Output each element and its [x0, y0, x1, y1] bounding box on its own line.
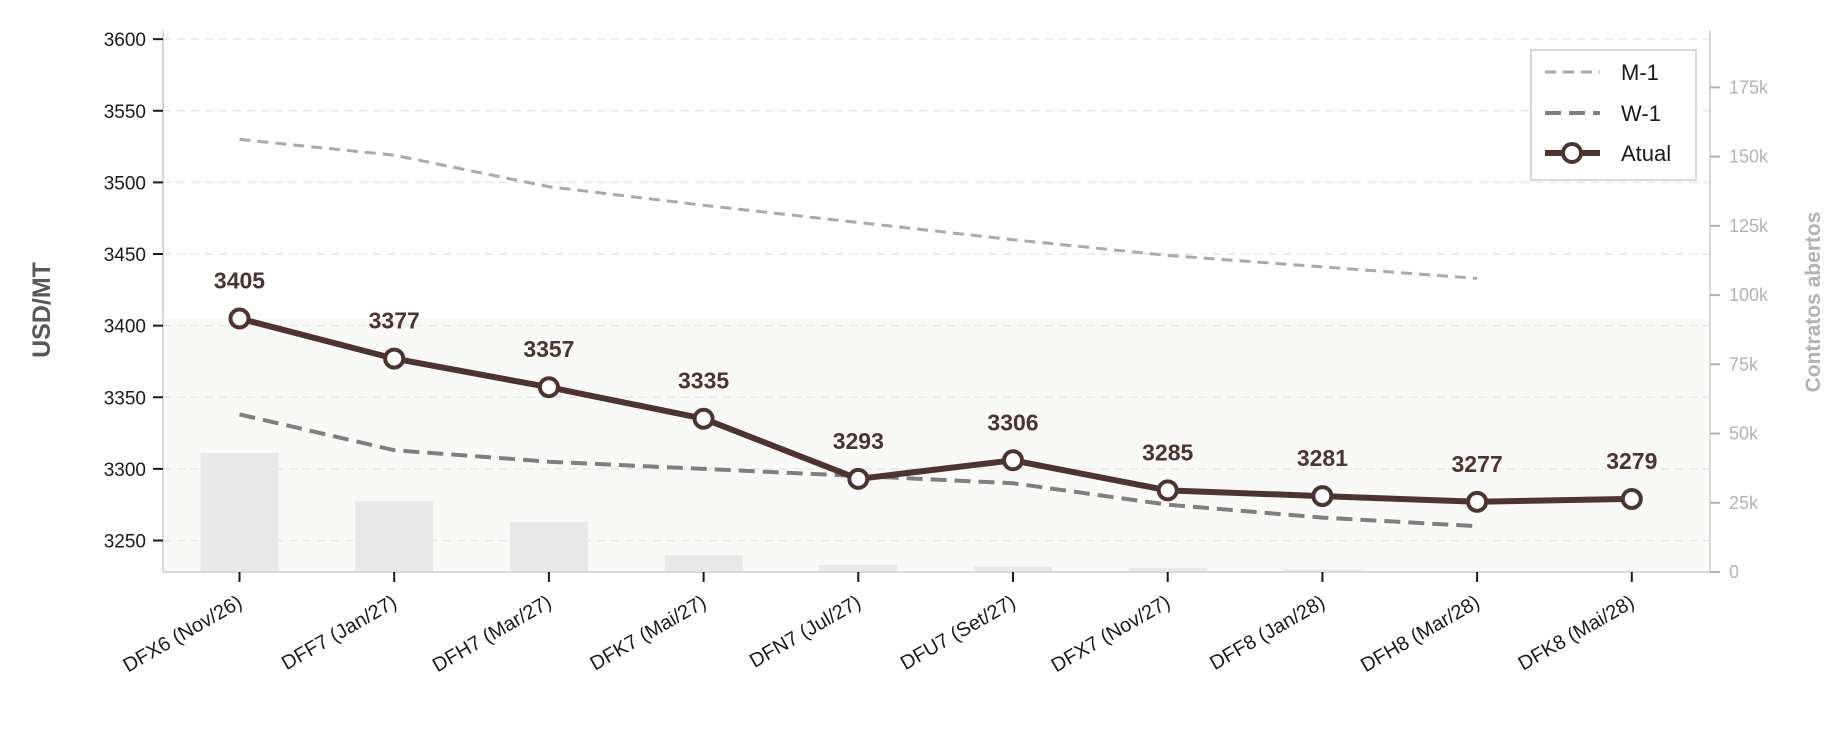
y-tick-label-right: 50k: [1729, 424, 1759, 444]
data-label-atual: 3405: [214, 267, 265, 293]
y-tick-label-right: 150k: [1729, 147, 1769, 167]
legend-label-w1: W-1: [1621, 101, 1661, 126]
y-axis-title-right: Contratos abertos: [1802, 212, 1825, 393]
data-label-atual: 3293: [833, 428, 884, 454]
open-interest-bars: [200, 452, 1362, 572]
data-labels: 3405 3377 3357 3335 3293 3306 3285 3281 3277 3279: [214, 267, 1657, 476]
y-tick-label-left: 3600: [104, 30, 146, 51]
data-label-atual: 3357: [523, 336, 574, 362]
data-label-atual: 3285: [1142, 439, 1193, 465]
gridlines: [163, 38, 1710, 542]
y-tick-label-left: 3250: [104, 531, 146, 552]
data-label-atual: 3277: [1452, 451, 1503, 477]
data-point-atual: [847, 467, 870, 490]
y-tick-label-left: 3350: [104, 388, 146, 409]
y-tick-label-left: 3500: [104, 173, 146, 194]
data-point-atual: [1311, 485, 1334, 508]
series-lines: [236, 137, 1635, 529]
y-tick-label-right: 75k: [1729, 354, 1759, 374]
open-interest-bar: [664, 555, 743, 572]
series-line-w-1: [239, 412, 1478, 529]
series-line-atual: [236, 315, 1635, 505]
data-label-atual: 3279: [1606, 448, 1657, 474]
series-line-m-1: [239, 137, 1478, 280]
y-axis-title-left: USD/MT: [28, 262, 56, 358]
open-interest-bar: [509, 522, 588, 572]
data-point-atual: [1002, 449, 1024, 472]
data-label-atual: 3281: [1297, 445, 1348, 471]
y-tick-label-right: 125k: [1729, 216, 1769, 236]
y-tick-label-right: 0: [1729, 562, 1739, 582]
data-point-atual: [1466, 490, 1489, 513]
open-interest-bar: [819, 565, 898, 572]
data-point-atual: [383, 347, 406, 370]
data-point-atual: [1620, 487, 1643, 510]
y-tick-label-right: 175k: [1729, 77, 1769, 97]
data-label-atual: 3335: [678, 368, 729, 394]
open-interest-bar: [1283, 569, 1362, 572]
data-point-atual: [1156, 479, 1179, 502]
series-markers: [228, 307, 1643, 513]
legend-marker-atual: [1561, 142, 1583, 164]
data-point-atual: [537, 376, 560, 399]
open-interest-bar: [974, 566, 1052, 572]
y-tick-label-left: 3400: [104, 317, 146, 338]
open-interest-bar: [200, 452, 279, 572]
data-point-atual: [692, 407, 715, 430]
data-label-atual: 3377: [369, 308, 420, 334]
y-tick-label-right: 25k: [1729, 493, 1759, 513]
open-interest-bar: [1128, 567, 1207, 572]
legend: M-1 W-1 Atual: [1530, 49, 1697, 181]
data-label-atual: 3306: [987, 409, 1038, 435]
y-tick-label-left: 3300: [104, 460, 146, 481]
y-tick-label-right: 100k: [1729, 285, 1769, 305]
data-point-atual: [228, 307, 251, 330]
y-tick-label-left: 3550: [104, 102, 146, 123]
legend-label-atual: Atual: [1621, 141, 1671, 166]
legend-label-m1: M-1: [1621, 60, 1659, 85]
y-tick-label-left: 3450: [104, 245, 146, 266]
open-interest-bar: [355, 501, 434, 572]
